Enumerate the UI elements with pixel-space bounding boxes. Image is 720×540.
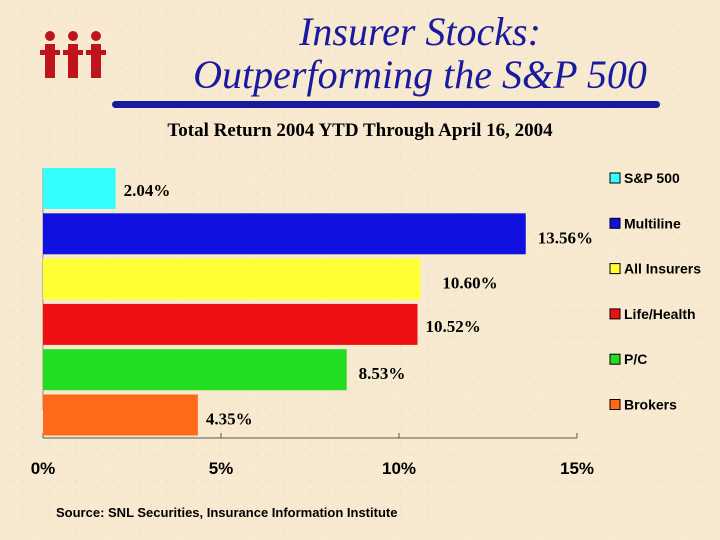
x-tick-label: 15% [560,459,594,478]
slide-title-line2: Outperforming the S&P 500 [193,52,647,97]
legend-swatch [609,217,621,229]
legend-swatch [609,353,621,365]
data-label: 4.35% [206,410,253,429]
data-label: 13.56% [538,228,593,247]
bar [43,258,421,300]
legend-label: P/C [624,351,647,367]
legend-label: Life/Health [624,306,696,322]
legend-label: Multiline [624,215,681,231]
bar [43,394,198,436]
x-tick-label: 0% [31,459,56,478]
bar [43,349,347,391]
legend-swatch [609,399,621,410]
legend-swatch [609,308,621,320]
legend-swatch [609,172,621,184]
legend-label: All Insurers [624,261,701,277]
title-underline [112,101,660,108]
data-label: 10.52% [426,317,481,336]
bar [43,303,418,345]
chart-title: Total Return 2004 YTD Through April 16, … [167,120,553,141]
legend-swatch [609,263,621,275]
bar [43,213,526,255]
data-label: 8.53% [359,364,406,383]
data-label: 10.60% [442,274,497,293]
iii-logo [40,31,106,78]
source-note: Source: SNL Securities, Insurance Inform… [56,505,398,520]
data-label: 2.04% [124,181,171,200]
x-tick-label: 5% [209,459,234,478]
bar [43,168,116,209]
legend-label: S&P 500 [624,170,680,186]
x-tick-label: 10% [382,459,416,478]
slide-title-line1: Insurer Stocks: [299,9,541,54]
legend-label: Brokers [624,397,677,413]
